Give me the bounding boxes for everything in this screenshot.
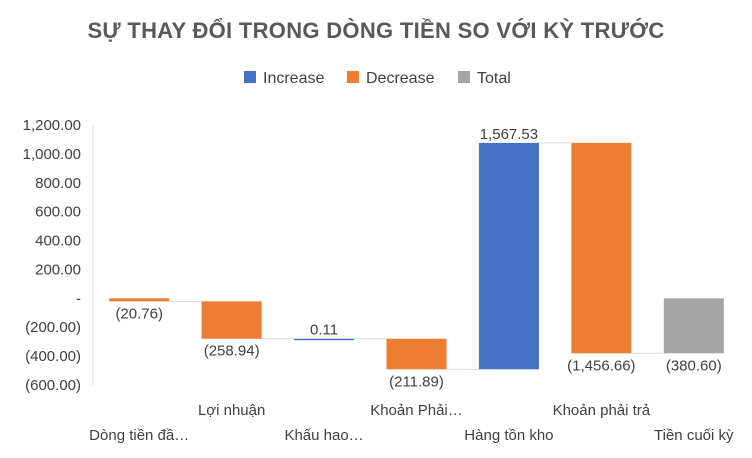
legend-swatch-total [458,71,470,83]
x-category-label: Dòng tiền đầ… [89,427,189,444]
y-tick-label: (400.00) [25,348,81,365]
bar-increase [478,142,539,370]
data-label: (1,456.66) [567,357,635,374]
legend-swatch-increase [244,71,256,83]
y-axis: 1,200.00 1,000.00 800.00 600.00 400.00 200.00… [23,117,94,394]
category-labels: Dòng tiền đầ… Lợi nhuận Khấu hao… Khoản Phả… [89,402,734,444]
bar-decrease [386,338,447,370]
y-tick-label: 1,200.00 [23,117,81,134]
legend-label-decrease: Decrease [366,70,435,87]
bar-total [663,298,724,354]
y-tick-label: 600.00 [35,204,81,221]
bar-decrease [109,298,170,302]
x-category-label: Khoản phải trả [553,402,651,419]
legend-item-decrease: Decrease [347,70,435,87]
connector-lines [169,142,664,370]
bar-decrease [571,142,632,354]
x-category-label: Khoản Phải… [370,402,463,419]
data-label: (258.94) [204,343,260,360]
legend-label-total: Total [477,70,511,87]
x-category-label: Hàng tồn kho [464,427,553,444]
data-label: 0.11 [310,322,338,339]
data-label: (20.76) [115,305,163,322]
bar-decrease [201,301,262,339]
data-label: (380.60) [666,357,722,374]
bar-increase [294,338,355,341]
y-tick-label: 200.00 [35,261,81,278]
y-tick-label: 400.00 [35,233,81,250]
legend: Increase Decrease Total [244,70,511,87]
chart-title: SỰ THAY ĐỔI TRONG DÒNG TIỀN SO VỚI KỲ TR… [87,18,664,43]
y-tick-label: (600.00) [25,377,81,394]
bars [109,142,724,370]
legend-item-increase: Increase [244,70,324,87]
x-category-label: Lợi nhuận [198,402,265,419]
y-tick-label: 1,000.00 [23,146,81,163]
x-category-label: Tiền cuối kỳ [654,427,734,444]
x-category-label: Khấu hao… [284,427,363,444]
data-label: (211.89) [389,373,444,390]
y-tick-label: 800.00 [35,175,81,192]
legend-swatch-decrease [347,71,359,83]
y-tick-label: (200.00) [25,319,81,336]
legend-label-increase: Increase [263,70,324,87]
y-tick-label: - [76,290,81,307]
legend-item-total: Total [458,70,511,87]
data-labels: (20.76) (258.94) 0.11 (211.89) 1,567.53 (1,45… [115,126,721,390]
data-label: 1,567.53 [480,126,538,143]
